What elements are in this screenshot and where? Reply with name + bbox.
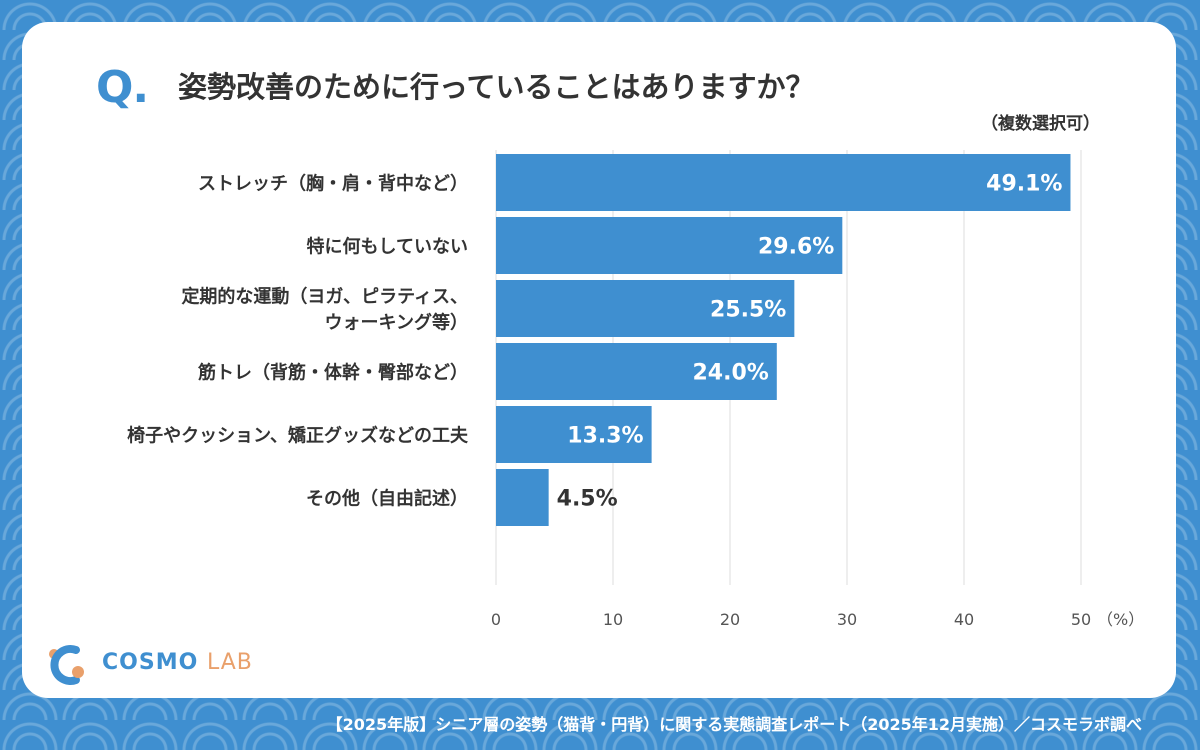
x-tick-label: 20 (720, 610, 740, 629)
x-tick-label: 0 (491, 610, 501, 629)
bar-value-label: 29.6% (758, 235, 834, 260)
x-tick-label: 30 (837, 610, 857, 629)
bar (496, 343, 777, 400)
x-tick-label: 10 (603, 610, 623, 629)
bar-value-label: 4.5% (557, 487, 618, 512)
category-label: 定期的な運動（ヨガ、ピラティス、 (181, 286, 468, 308)
category-label: 特に何もしていない (307, 236, 468, 258)
logo-text-accent: LAB (206, 650, 253, 675)
logo-mark-icon (49, 645, 84, 685)
category-label: その他（自由記述） (306, 488, 468, 510)
category-label: ストレッチ（胸・肩・背中など） (198, 173, 468, 195)
cosmo-lab-logo: COSMO LAB (44, 642, 252, 686)
x-axis-ticks: 0 10 20 30 40 50 （%） (491, 610, 1144, 629)
category-label: 椅子やクッション、矯正グッズなどの工夫 (127, 425, 469, 447)
question-mark: Q. (96, 62, 149, 113)
category-label: ウォーキング等） (325, 312, 468, 334)
bars: 49.1% 29.6% 25.5% 24.0% 13.3% 4.5% (496, 154, 1071, 526)
bar-value-label: 24.0% (692, 361, 768, 386)
bar-value-label: 13.3% (567, 424, 643, 449)
multiple-choice-note: （複数選択可） (981, 114, 1100, 134)
bar-value-label: 49.1% (986, 172, 1062, 197)
category-label: 筋トレ（背筋・体幹・臀部など） (198, 362, 468, 384)
footer-source: 【2025年版】シニア層の姿勢（猫背・円背）に関する実態調査レポート（2025年… (326, 715, 1142, 734)
bar-value-label: 25.5% (710, 298, 786, 323)
bar (496, 469, 549, 526)
x-unit-label: （%） (1097, 610, 1144, 629)
page-title: 姿勢改善のために行っていることはありますか？ (178, 70, 815, 104)
bar (496, 217, 843, 274)
category-labels: ストレッチ（胸・肩・背中など） 特に何もしていない定期的な運動（ヨガ、ピラティス、… (127, 173, 469, 510)
bar (496, 406, 652, 463)
x-tick-label: 40 (954, 610, 974, 629)
bar (496, 280, 795, 337)
x-tick-label: 50 (1071, 610, 1091, 629)
bar (496, 154, 1071, 211)
logo-text-main: COSMO (102, 650, 199, 675)
